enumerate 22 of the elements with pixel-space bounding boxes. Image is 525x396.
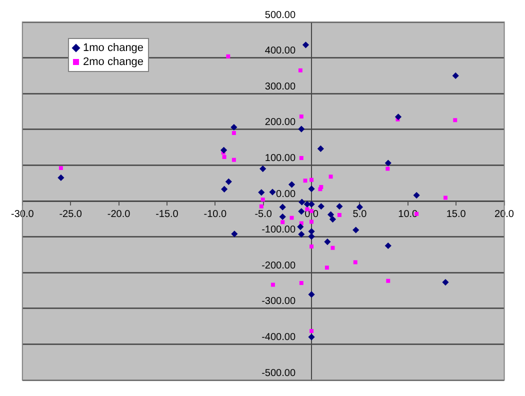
x-tick-label: -10.0 (204, 208, 227, 220)
y-tick-label: -100.00 (262, 224, 296, 236)
y-tick-label: 200.00 (264, 117, 296, 128)
y-tick-label: 100.00 (264, 152, 296, 164)
y-tick-label: 500.00 (264, 10, 296, 21)
y-tick-label: 300.00 (264, 81, 296, 92)
y-tick-label: 0.00 (276, 188, 296, 200)
x-tick-label: -20.0 (107, 208, 131, 220)
x-tick-label: -30.0 (11, 208, 34, 220)
legend-label: 1mo change (83, 41, 144, 55)
x-tick-label: 5.0 (352, 208, 368, 220)
x-tick-label: 15.0 (446, 208, 466, 220)
y-tick-label: -300.00 (262, 296, 296, 308)
y-tick-label: -200.00 (262, 260, 296, 272)
x-tick-label: -5.0 (254, 208, 272, 220)
x-tick-label: -25.0 (59, 208, 82, 220)
legend-label: 2mo change (83, 55, 144, 69)
y-tick-label: -400.00 (262, 332, 296, 343)
y-tick-label: 400.00 (264, 46, 296, 57)
y-tick-label: -500.00 (262, 368, 296, 379)
x-tick-label: 20.0 (494, 208, 514, 220)
x-tick-label: -15.0 (156, 208, 179, 220)
